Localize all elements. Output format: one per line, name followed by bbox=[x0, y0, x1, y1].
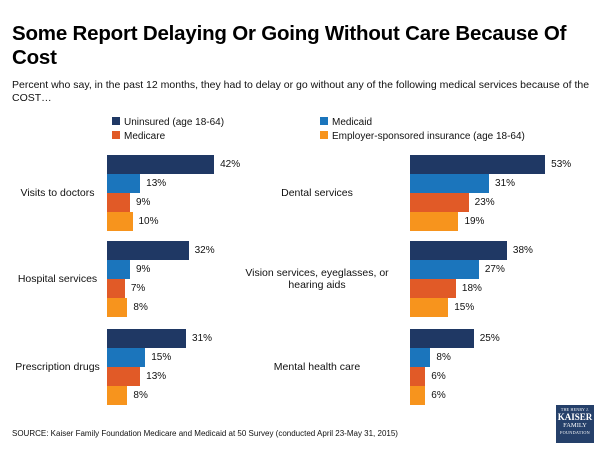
legend-label: Uninsured (age 18-64) bbox=[124, 117, 225, 128]
data-label-mental-health-care-1: 25% bbox=[479, 333, 500, 344]
category-label-visits-to-doctors: Visits to doctors bbox=[20, 187, 95, 199]
bar-hospital-services-3 bbox=[107, 279, 125, 298]
data-label-prescription-drugs-3: 13% bbox=[146, 371, 167, 382]
chart-subtitle: Percent who say, in the past 12 months, … bbox=[12, 79, 590, 104]
data-label-hospital-services-2: 9% bbox=[135, 264, 151, 275]
legend-swatch bbox=[112, 117, 120, 125]
legend-item-medicaid: Medicaid bbox=[320, 117, 372, 128]
page-title: Some Report Delaying Or Going Without Ca… bbox=[12, 22, 567, 69]
bar-prescription-drugs-4 bbox=[107, 386, 128, 405]
data-label-prescription-drugs-2: 15% bbox=[151, 352, 172, 363]
legend-label: Employer-sponsored insurance (age 18-64) bbox=[332, 131, 525, 142]
data-label-visits-to-doctors-1: 42% bbox=[220, 159, 241, 170]
kff-logo: THE HENRY J. KAISER FAMILY FOUNDATION bbox=[556, 405, 594, 443]
bar-prescription-drugs-2 bbox=[107, 348, 146, 367]
data-label-visits-to-doctors-3: 9% bbox=[135, 197, 151, 208]
legend-label: Medicare bbox=[124, 131, 166, 142]
bar-vision-services-eyeglasses-or-hearing-aids-1 bbox=[410, 241, 507, 260]
bar-dental-services-3 bbox=[410, 193, 469, 212]
logo-line-1: THE HENRY J. bbox=[560, 407, 590, 412]
bar-dental-services-1 bbox=[410, 155, 546, 174]
bar-dental-services-4 bbox=[410, 212, 459, 231]
data-label-hospital-services-1: 32% bbox=[194, 245, 215, 256]
legend-label: Medicaid bbox=[332, 117, 373, 128]
legend-swatch bbox=[320, 117, 328, 125]
bar-mental-health-care-2 bbox=[410, 348, 431, 367]
data-label-dental-services-2: 31% bbox=[495, 178, 516, 189]
bar-visits-to-doctors-4 bbox=[107, 212, 133, 231]
bar-hospital-services-4 bbox=[107, 298, 128, 317]
data-label-hospital-services-3: 7% bbox=[130, 283, 146, 294]
legend-swatch bbox=[112, 131, 120, 139]
data-label-dental-services-1: 53% bbox=[551, 159, 572, 170]
data-label-mental-health-care-3: 6% bbox=[431, 371, 446, 382]
bar-mental-health-care-4 bbox=[410, 386, 426, 405]
data-label-visits-to-doctors-4: 10% bbox=[138, 216, 159, 227]
category-label-vision-services-eyeglasses-or-hearing-aids: Vision services, eyeglasses, or hearing … bbox=[245, 267, 389, 291]
bar-mental-health-care-1 bbox=[410, 329, 474, 348]
bar-visits-to-doctors-1 bbox=[107, 155, 215, 174]
bar-vision-services-eyeglasses-or-hearing-aids-3 bbox=[410, 279, 456, 298]
bar-visits-to-doctors-2 bbox=[107, 174, 141, 193]
bar-hospital-services-2 bbox=[107, 260, 130, 279]
data-label-vision-services-eyeglasses-or-hearing-aids-2: 27% bbox=[484, 264, 505, 275]
bar-prescription-drugs-3 bbox=[107, 367, 141, 386]
bar-mental-health-care-3 bbox=[410, 367, 426, 386]
data-label-hospital-services-4: 8% bbox=[133, 302, 148, 313]
data-label-prescription-drugs-4: 8% bbox=[133, 390, 148, 401]
data-label-dental-services-3: 23% bbox=[474, 197, 495, 208]
legend-swatch bbox=[320, 131, 328, 139]
category-label-prescription-drugs: Prescription drugs bbox=[15, 361, 100, 373]
legend-item-employer: Employer-sponsored insurance (age 18-64) bbox=[320, 131, 525, 142]
category-label-dental-services: Dental services bbox=[281, 187, 353, 199]
data-label-visits-to-doctors-2: 13% bbox=[146, 178, 167, 189]
bar-hospital-services-1 bbox=[107, 241, 189, 260]
data-label-mental-health-care-4: 6% bbox=[431, 390, 446, 401]
bar-vision-services-eyeglasses-or-hearing-aids-4 bbox=[410, 298, 449, 317]
data-label-vision-services-eyeglasses-or-hearing-aids-4: 15% bbox=[454, 302, 475, 313]
logo-line-3: FAMILY bbox=[563, 422, 587, 429]
logo-line-4: FOUNDATION bbox=[560, 430, 590, 435]
logo-line-2: KAISER bbox=[557, 412, 593, 422]
bar-vision-services-eyeglasses-or-hearing-aids-2 bbox=[410, 260, 479, 279]
data-label-vision-services-eyeglasses-or-hearing-aids-3: 18% bbox=[461, 283, 482, 294]
legend-item-uninsured: Uninsured (age 18-64) bbox=[112, 117, 224, 128]
bar-dental-services-2 bbox=[410, 174, 490, 193]
bar-prescription-drugs-1 bbox=[107, 329, 187, 348]
data-label-vision-services-eyeglasses-or-hearing-aids-1: 38% bbox=[512, 245, 533, 256]
source-note: SOURCE: Kaiser Family Foundation Medicar… bbox=[12, 429, 398, 438]
bar-visits-to-doctors-3 bbox=[107, 193, 130, 212]
category-label-mental-health-care: Mental health care bbox=[273, 361, 361, 373]
data-label-mental-health-care-2: 8% bbox=[436, 352, 451, 363]
category-label-hospital-services: Hospital services bbox=[17, 273, 98, 285]
legend-item-medicare: Medicare bbox=[112, 131, 165, 142]
data-label-dental-services-4: 19% bbox=[464, 216, 485, 227]
data-label-prescription-drugs-1: 31% bbox=[192, 333, 213, 344]
